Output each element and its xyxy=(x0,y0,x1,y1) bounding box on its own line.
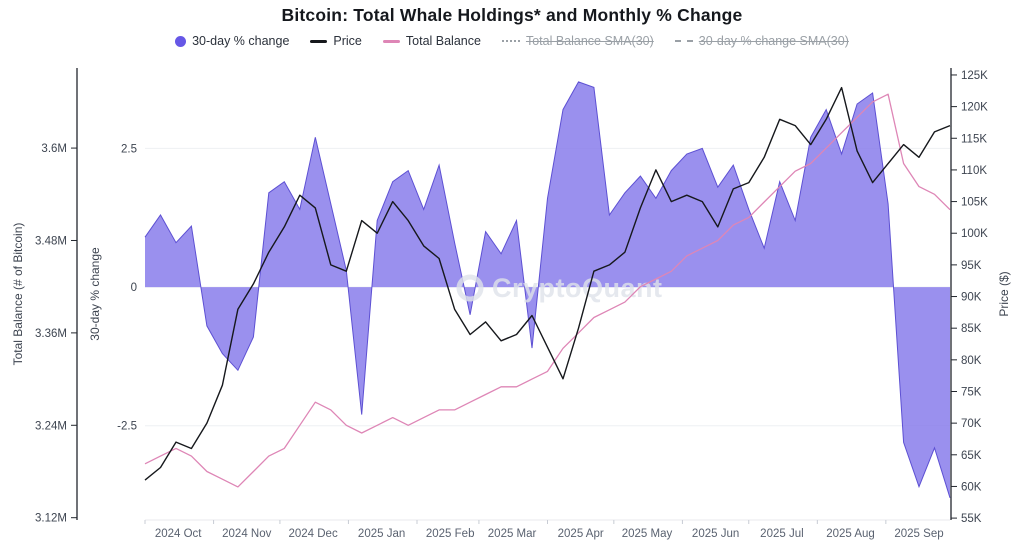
pct-change-area-outline xyxy=(144,81,951,498)
price-tick-label: 120K xyxy=(961,102,988,114)
axis-title-price: Price ($) xyxy=(997,271,1011,316)
price-tick-label: 80K xyxy=(961,355,982,367)
pct-tick-label: -2.5 xyxy=(117,421,137,433)
month-tick-label: 2025 Jul xyxy=(760,528,803,540)
price-tick-label: 95K xyxy=(961,260,982,272)
price-tick-label: 65K xyxy=(961,450,982,462)
month-tick-label: 2025 Mar xyxy=(488,528,537,540)
watermark-text: CryptoQuant xyxy=(492,273,663,303)
axis-title-balance: Total Balance (# of Bitcoin) xyxy=(11,223,25,366)
price-tick-label: 105K xyxy=(961,197,988,209)
legend-swatch-line-icon xyxy=(310,39,328,43)
month-tick-label: 2024 Oct xyxy=(155,528,202,540)
price-tick-label: 70K xyxy=(961,418,982,430)
legend-label: Total Balance xyxy=(405,34,481,48)
month-tick-label: 2024 Dec xyxy=(288,528,337,540)
price-tick-label: 115K xyxy=(961,133,987,145)
price-tick-label: 60K xyxy=(961,481,982,493)
legend-swatch-line-icon xyxy=(382,39,400,43)
month-tick-label: 2024 Nov xyxy=(222,528,271,540)
legend-label: Total Balance SMA(30) xyxy=(525,34,654,48)
price-tick-label: 125K xyxy=(961,70,988,82)
balance-tick-label: 3.24M xyxy=(35,420,67,432)
legend: 30-day % change Price Total Balance Total B… xyxy=(0,34,1024,48)
legend-swatch-dot-icon xyxy=(175,35,187,47)
legend-item-4[interactable]: 30-day % change SMA(30) xyxy=(674,34,849,48)
legend-label: 30-day % change SMA(30) xyxy=(698,34,849,48)
month-tick-label: 2025 Sep xyxy=(894,528,943,540)
pct-tick-label: 0 xyxy=(131,282,137,294)
month-tick-label: 2025 Apr xyxy=(558,528,604,540)
balance-tick-label: 3.48M xyxy=(35,235,67,247)
price-tick-label: 110K xyxy=(961,165,987,177)
price-series xyxy=(144,86,951,481)
price-tick-label: 85K xyxy=(961,323,982,335)
watermark: CryptoQuant xyxy=(456,273,663,303)
legend-item-0[interactable]: 30-day % change xyxy=(175,34,289,48)
balance-tick-label: 3.36M xyxy=(35,328,67,340)
axis-title-pct: 30-day % change xyxy=(88,247,102,341)
legend-item-2[interactable]: Total Balance xyxy=(382,34,481,48)
month-tick-label: 2025 May xyxy=(622,528,673,540)
price-tick-label: 90K xyxy=(961,292,982,304)
price-tick-label: 55K xyxy=(961,513,982,525)
legend-label: Price xyxy=(333,34,362,48)
price-tick-label: 75K xyxy=(961,386,982,398)
price-tick-label: 100K xyxy=(961,228,988,240)
pct-tick-label: 2.5 xyxy=(121,143,137,155)
pct-change-area-series xyxy=(145,81,950,498)
month-tick-label: 2025 Jan xyxy=(358,528,405,540)
month-tick-label: 2025 Feb xyxy=(426,528,475,540)
legend-item-3[interactable]: Total Balance SMA(30) xyxy=(501,34,654,48)
watermark-logo-icon xyxy=(456,274,484,302)
month-tick-label: 2025 Jun xyxy=(692,528,739,540)
chart-title: Bitcoin: Total Whale Holdings* and Month… xyxy=(281,5,743,25)
month-tick-label: 2025 Aug xyxy=(826,528,875,540)
legend-label: 30-day % change xyxy=(192,34,290,48)
balance-tick-label: 3.6M xyxy=(41,143,67,155)
legend-swatch-dashed-icon xyxy=(674,40,693,42)
balance-tick-label: 3.12M xyxy=(35,513,67,525)
legend-swatch-dotted-icon xyxy=(501,40,520,42)
legend-item-1[interactable]: Price xyxy=(310,34,362,48)
total-balance-series xyxy=(144,93,951,488)
